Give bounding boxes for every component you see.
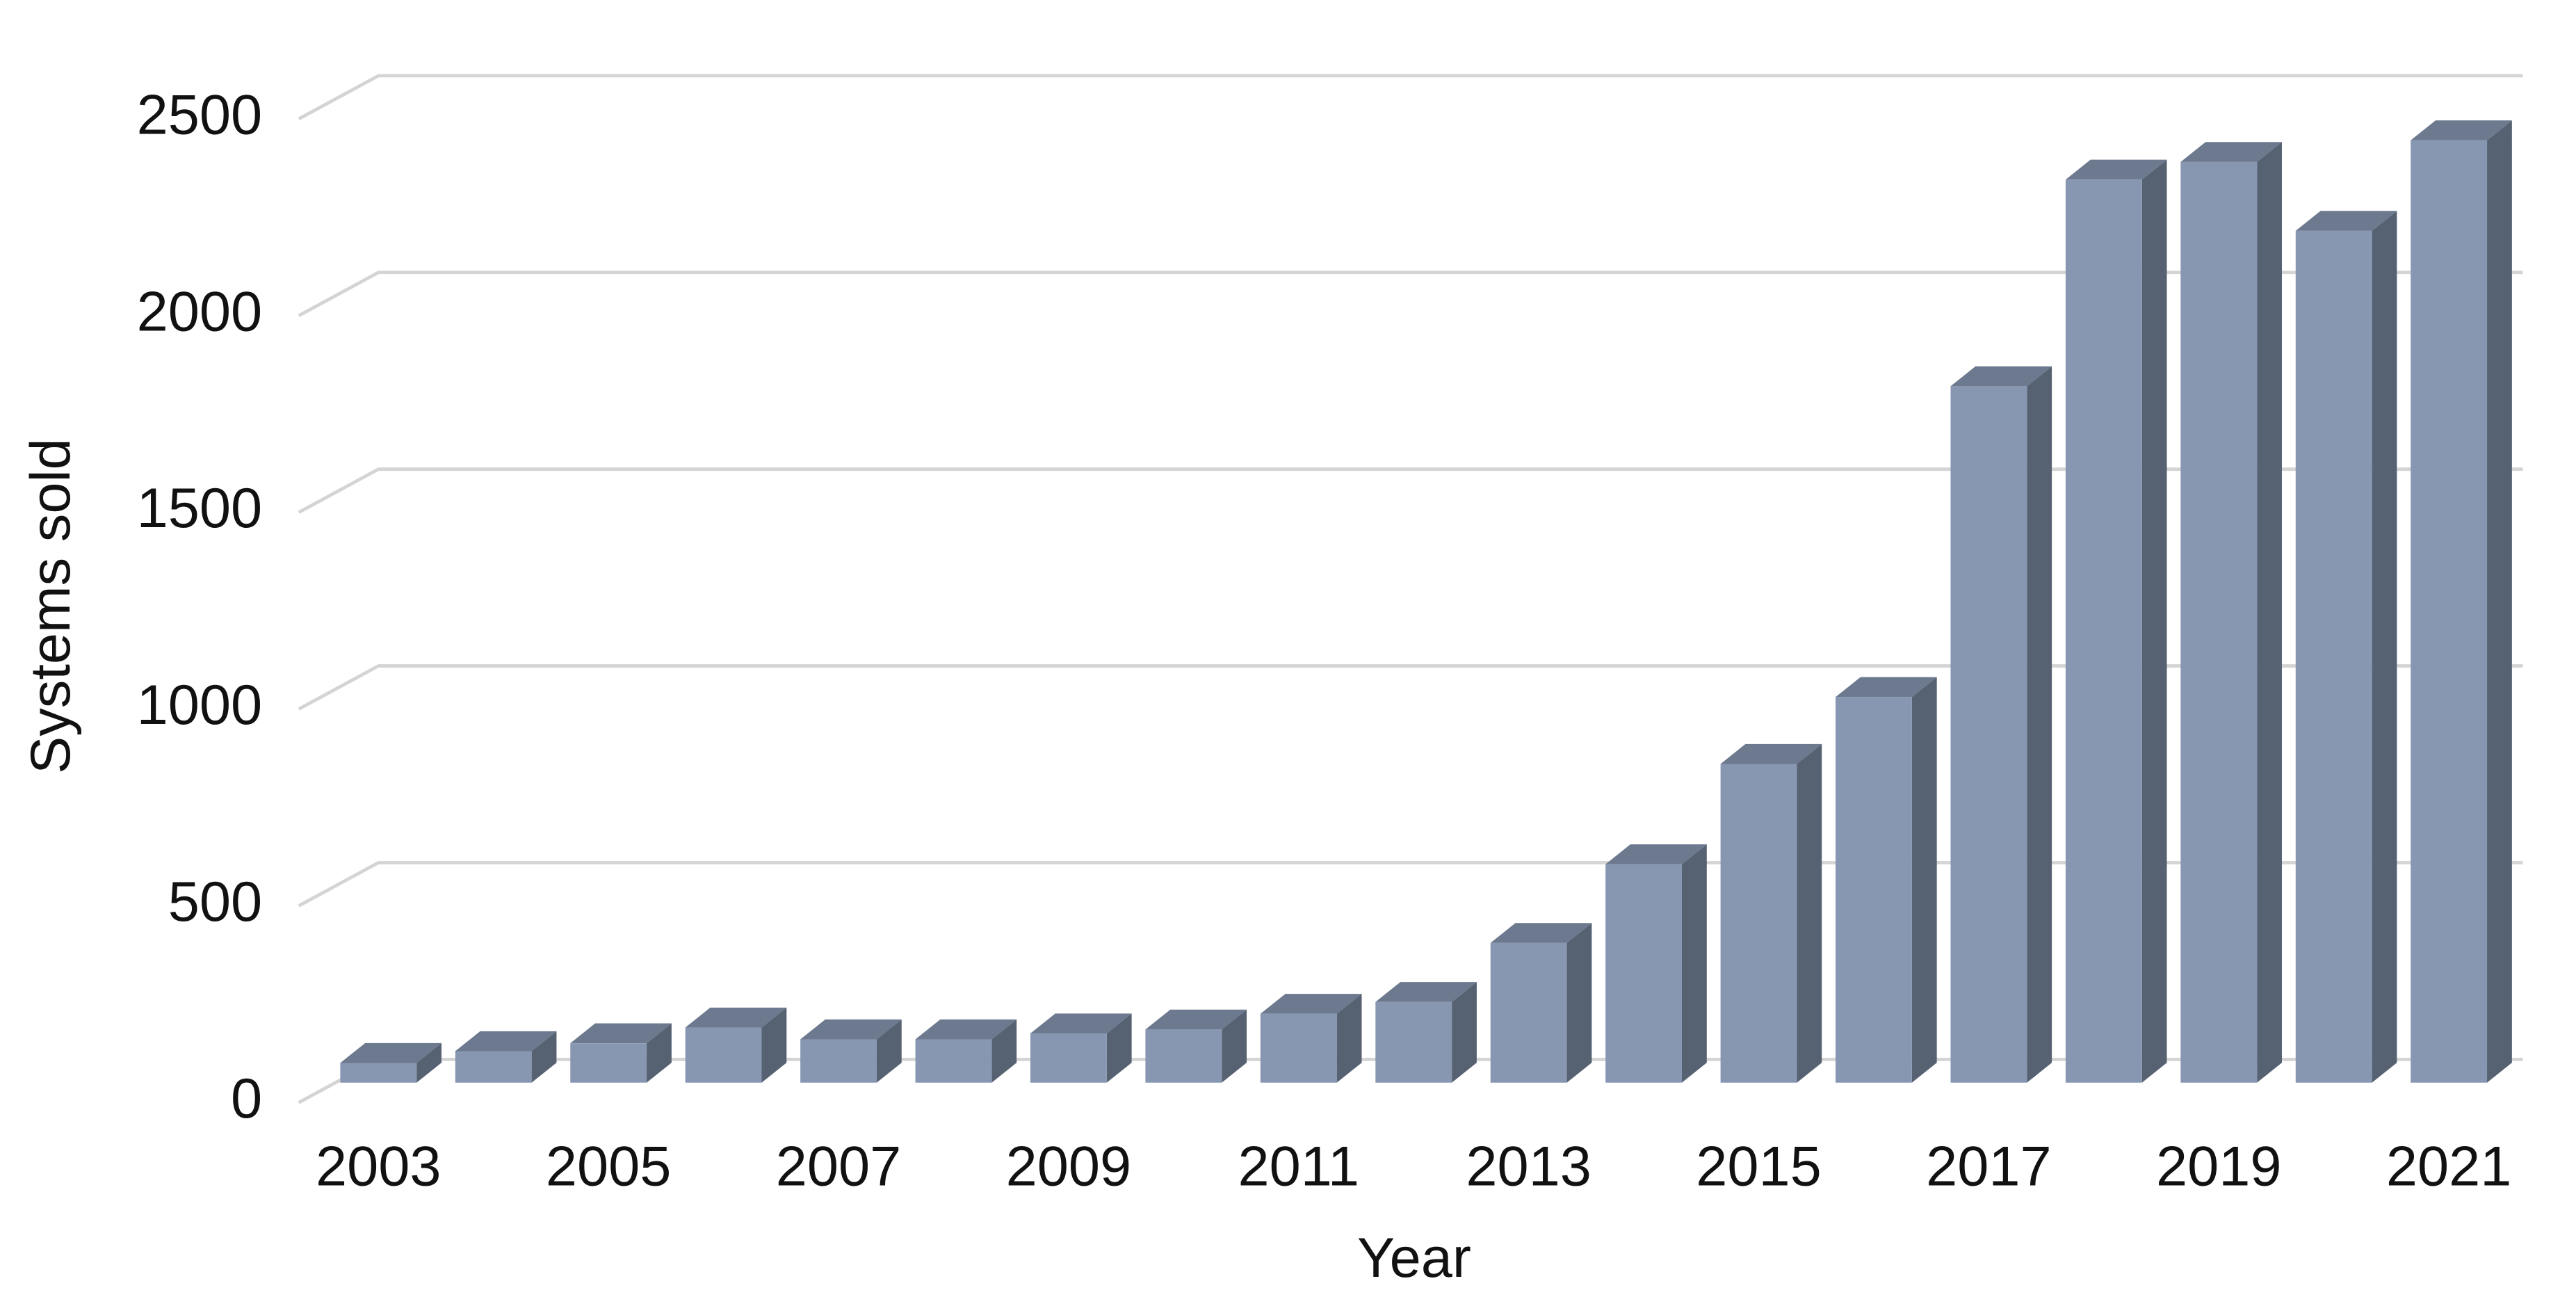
bar-top — [685, 1007, 787, 1028]
x-tick-label: 2007 — [776, 1136, 902, 1198]
bar — [2180, 161, 2258, 1083]
bar-side — [2487, 120, 2512, 1083]
x-tick-label: 2019 — [2156, 1136, 2282, 1198]
bar-top — [340, 1042, 442, 1063]
bar-top — [1490, 923, 1592, 943]
bar-side — [1336, 994, 1362, 1083]
y-tick-label: 0 — [231, 1068, 262, 1130]
bar-side — [647, 1023, 672, 1083]
y-tick-label: 2000 — [137, 280, 263, 343]
x-tick-label: 2003 — [316, 1136, 442, 1198]
bar-top — [1836, 677, 1937, 698]
bar-side — [416, 1042, 442, 1083]
y-tick-label: 1000 — [137, 674, 263, 736]
y-tick-label: 1500 — [137, 477, 263, 540]
bar-top — [455, 1031, 557, 1052]
bar-top — [2065, 159, 2167, 180]
bar-side — [1452, 982, 1477, 1083]
bar-side — [876, 1019, 902, 1083]
bar-side — [2372, 211, 2397, 1083]
bar — [1030, 1033, 1107, 1083]
bar-top — [1030, 1013, 1132, 1034]
bar — [1605, 864, 1682, 1083]
x-tick-label: 2009 — [1006, 1136, 1132, 1198]
bar — [340, 1063, 417, 1083]
bar — [2411, 140, 2488, 1083]
bar-side — [761, 1007, 787, 1083]
bar — [455, 1051, 532, 1083]
bar-top — [1605, 844, 1707, 864]
bar-side — [1911, 677, 1937, 1083]
bar — [1260, 1013, 1337, 1083]
bar-side — [991, 1019, 1017, 1083]
bar-top — [2295, 211, 2397, 231]
bar-side — [1797, 743, 1822, 1083]
bar-top — [915, 1019, 1017, 1040]
bar — [1490, 942, 1567, 1083]
x-tick-label: 2017 — [1926, 1136, 2052, 1198]
bar-side — [2257, 142, 2282, 1083]
bar — [1950, 386, 2027, 1083]
bar-side — [1566, 923, 1592, 1083]
bar-top — [1260, 994, 1362, 1014]
bar-top — [2180, 142, 2282, 162]
x-tick-label: 2011 — [1238, 1136, 1360, 1198]
grid-line — [298, 664, 2523, 711]
bar — [685, 1027, 762, 1083]
bar-side — [2141, 159, 2167, 1083]
grid-line — [298, 271, 2523, 317]
bar-side — [1681, 844, 1707, 1083]
grid-line — [298, 74, 2523, 121]
bar-side — [2027, 366, 2052, 1083]
bar — [1375, 1001, 1452, 1083]
x-tick-label: 2015 — [1696, 1136, 1822, 1198]
bar-top — [2411, 120, 2512, 140]
bar-side — [1106, 1013, 1132, 1083]
bar-top — [570, 1023, 672, 1044]
x-tick-label: 2005 — [546, 1136, 672, 1198]
bar-top — [1720, 743, 1822, 764]
y-tick-label: 2500 — [137, 83, 263, 146]
x-tick-label: 2021 — [2386, 1136, 2512, 1198]
x-axis-title: Year — [1357, 1227, 1471, 1289]
bar — [1145, 1029, 1222, 1083]
bar-top — [1375, 982, 1477, 1002]
bar — [1836, 697, 1912, 1083]
grid-line — [298, 467, 2523, 514]
x-tick-label: 2013 — [1466, 1136, 1591, 1198]
bar — [2065, 179, 2142, 1083]
y-axis-title: Systems sold — [19, 438, 82, 774]
bar-top — [800, 1019, 902, 1040]
bar-top — [1950, 366, 2052, 387]
bar — [2295, 230, 2372, 1083]
bar-side — [1222, 1009, 1247, 1083]
bar-top — [1145, 1009, 1247, 1030]
bar — [800, 1039, 877, 1083]
bar — [915, 1039, 992, 1083]
bar — [1720, 764, 1797, 1083]
bar — [570, 1043, 647, 1083]
y-tick-label: 500 — [168, 871, 262, 933]
bar-side — [531, 1031, 557, 1083]
